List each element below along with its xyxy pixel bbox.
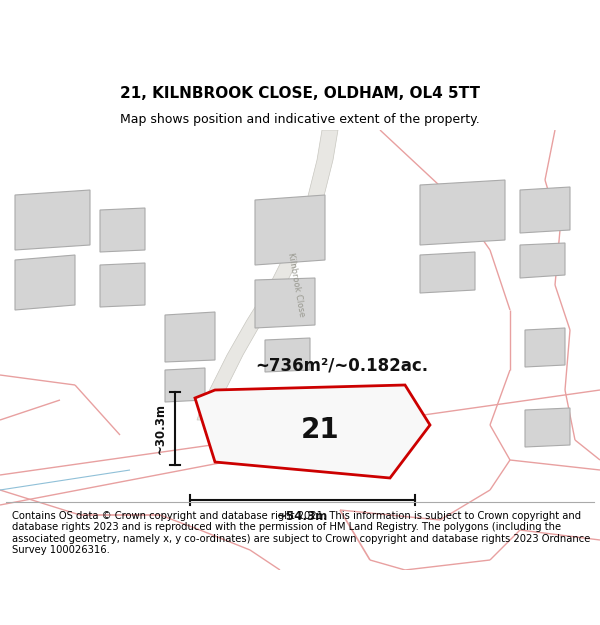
Text: Map shows position and indicative extent of the property.: Map shows position and indicative extent…: [120, 114, 480, 126]
Polygon shape: [255, 278, 315, 328]
Polygon shape: [195, 385, 430, 478]
Text: ~736m²/~0.182ac.: ~736m²/~0.182ac.: [255, 356, 428, 374]
Polygon shape: [520, 243, 565, 278]
Polygon shape: [15, 190, 90, 250]
Polygon shape: [100, 208, 145, 252]
Text: Contains OS data © Crown copyright and database right 2021. This information is : Contains OS data © Crown copyright and d…: [12, 511, 590, 556]
Polygon shape: [165, 312, 215, 362]
Text: ~30.3m: ~30.3m: [154, 403, 167, 454]
Polygon shape: [265, 408, 315, 448]
Polygon shape: [15, 255, 75, 310]
Polygon shape: [520, 187, 570, 233]
Polygon shape: [100, 263, 145, 307]
Polygon shape: [197, 130, 338, 420]
Text: ~54.3m: ~54.3m: [277, 510, 328, 523]
Polygon shape: [265, 338, 310, 372]
Text: Kilnbrook Close: Kilnbrook Close: [286, 252, 306, 318]
Text: 21, KILNBROOK CLOSE, OLDHAM, OL4 5TT: 21, KILNBROOK CLOSE, OLDHAM, OL4 5TT: [120, 86, 480, 101]
Text: 21: 21: [301, 416, 340, 444]
Polygon shape: [420, 180, 505, 245]
Polygon shape: [525, 328, 565, 367]
Polygon shape: [165, 368, 205, 402]
Polygon shape: [525, 408, 570, 447]
Polygon shape: [255, 195, 325, 265]
Polygon shape: [420, 252, 475, 293]
